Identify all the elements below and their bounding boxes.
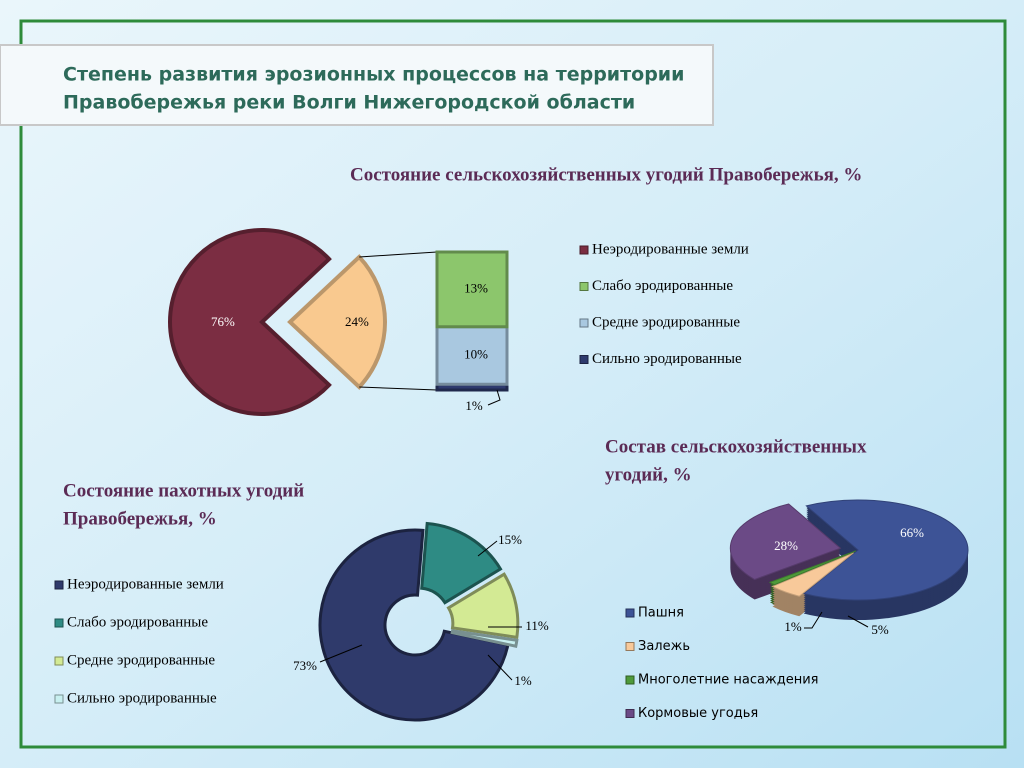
value-label: 15%	[498, 532, 522, 547]
legend-marker	[625, 642, 635, 651]
legend-marker	[579, 282, 589, 291]
legend-marker	[579, 245, 589, 255]
legend-marker	[625, 675, 635, 685]
value-label: 73%	[293, 658, 317, 673]
donut-slice	[446, 572, 520, 640]
legend-marker	[625, 709, 635, 718]
legend-label: Слабо эродированные	[67, 614, 208, 630]
bar-segment	[435, 250, 509, 329]
value-label: 24%	[345, 314, 369, 329]
pie-slice	[802, 499, 969, 601]
pie-slice	[729, 503, 842, 581]
frame	[19, 19, 1007, 749]
legend-label: Залежь	[638, 639, 690, 654]
slide-title: Степень развития эрозионных процессов на…	[63, 64, 684, 86]
chart-title: Состав сельскохозяйственных	[605, 436, 867, 457]
title-box	[0, 44, 714, 126]
leader-line	[804, 611, 823, 629]
legend-marker	[579, 355, 589, 364]
legend-label: Пашня	[638, 606, 684, 621]
chart-title: угодий, %	[605, 464, 692, 485]
donut-slice	[420, 521, 503, 605]
legend-label: Многолетние насаждения	[638, 673, 818, 688]
legend-label: Сильно эродированные	[67, 690, 217, 706]
value-label: 13%	[464, 280, 488, 295]
connector	[359, 386, 438, 391]
legend-marker	[579, 318, 589, 328]
connector	[359, 251, 438, 258]
legend-label: Неэродированные земли	[67, 576, 224, 592]
legend-marker	[54, 618, 64, 628]
legend-marker	[625, 608, 635, 618]
leader-line	[319, 644, 363, 663]
legend-label: Средне эродированные	[592, 314, 740, 330]
value-label: 76%	[211, 314, 235, 329]
legend-label: Слабо эродированные	[592, 278, 733, 294]
value-label: 1%	[465, 398, 483, 413]
pie-slice	[287, 254, 387, 390]
slide-title: Правобережья реки Волги Нижегородской об…	[63, 92, 635, 114]
value-label: 28%	[774, 538, 798, 553]
pie-slice	[771, 552, 854, 597]
leader-line	[477, 540, 498, 557]
legend-label: Средне эродированные	[67, 652, 215, 668]
chart-title: Состояние сельскохозяйственных угодий Пр…	[350, 164, 862, 185]
donut-slice	[450, 629, 519, 648]
pie-slice	[768, 550, 856, 586]
legend-marker	[54, 656, 64, 666]
value-label: 66%	[900, 525, 924, 540]
pie-slice	[168, 228, 332, 416]
value-label: 11%	[525, 618, 549, 633]
legend-marker	[54, 694, 64, 704]
legend-label: Кормовые угодья	[638, 706, 758, 721]
chart-title: Состояние пахотных угодий	[63, 480, 304, 501]
legend-label: Неэродированные земли	[592, 241, 749, 257]
leader-line	[487, 654, 513, 681]
chart-title: Правобережья, %	[63, 508, 217, 529]
value-label: 1%	[784, 619, 802, 634]
value-label: 1%	[514, 673, 532, 688]
leader-line	[847, 615, 869, 628]
value-label: 10%	[464, 346, 488, 361]
value-label: 5%	[871, 622, 889, 637]
legend-marker	[54, 580, 64, 590]
legend-label: Сильно эродированные	[592, 351, 742, 367]
leader-line	[487, 389, 501, 406]
donut-slice	[318, 528, 510, 722]
